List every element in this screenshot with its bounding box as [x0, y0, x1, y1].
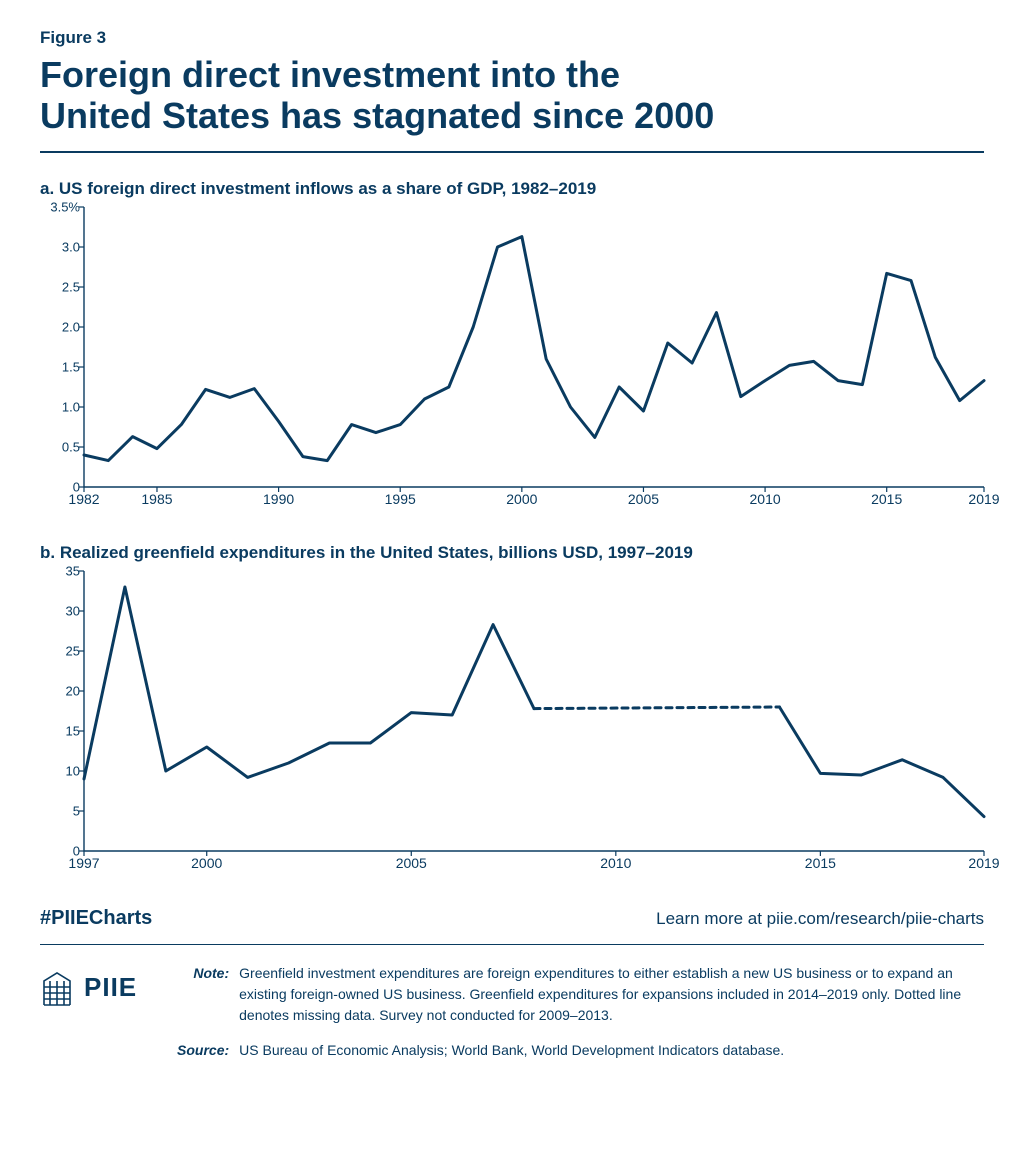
- chart-b-y-labels: 05101520253035: [44, 571, 80, 851]
- source-label: Source:: [169, 1040, 239, 1061]
- x-tick-label: 1990: [263, 491, 294, 507]
- x-tick-label: 1985: [141, 491, 172, 507]
- hashtag: #PIIECharts: [40, 907, 152, 930]
- title-divider: [40, 151, 984, 153]
- logo-text: PIIE: [84, 972, 137, 1003]
- x-tick-label: 2019: [968, 491, 999, 507]
- chart-b-block: b. Realized greenfield expenditures in t…: [40, 543, 984, 877]
- y-tick-label: 1.0: [62, 399, 80, 414]
- chart-a-svg: [84, 207, 984, 487]
- x-tick-label: 1982: [68, 491, 99, 507]
- y-tick-label: 25: [66, 643, 80, 658]
- y-tick-label: 2.5: [62, 279, 80, 294]
- title-line-1: Foreign direct investment into the: [40, 54, 620, 95]
- x-tick-label: 2000: [506, 491, 537, 507]
- chart-a-y-labels: 00.51.01.52.02.53.03.5%: [44, 207, 80, 487]
- learn-more-text: Learn more at piie.com/research/piie-cha…: [656, 909, 984, 929]
- footer: PIIE Note: Greenfield investment expendi…: [40, 963, 984, 1075]
- y-tick-label: 5: [73, 803, 80, 818]
- piie-logo: PIIE: [40, 963, 137, 1007]
- x-tick-label: 2005: [628, 491, 659, 507]
- x-tick-label: 2005: [396, 855, 427, 871]
- note-text: Greenfield investment expenditures are f…: [239, 963, 984, 1026]
- footer-notes: Note: Greenfield investment expenditures…: [169, 963, 984, 1075]
- x-tick-label: 1995: [385, 491, 416, 507]
- y-tick-label: 1.5: [62, 359, 80, 374]
- y-tick-label: 2.0: [62, 319, 80, 334]
- y-tick-label: 10: [66, 763, 80, 778]
- chart-a-x-labels: 198219851990199520002005201020152019: [84, 491, 984, 513]
- y-tick-label: 15: [66, 723, 80, 738]
- x-tick-label: 2000: [191, 855, 222, 871]
- chart-a-block: a. US foreign direct investment inflows …: [40, 179, 984, 513]
- chart-a-wrap: 00.51.01.52.02.53.03.5% 1982198519901995…: [84, 207, 984, 513]
- x-tick-label: 2010: [600, 855, 631, 871]
- y-tick-label: 3.0: [62, 239, 80, 254]
- y-tick-label: 0.5: [62, 439, 80, 454]
- x-tick-label: 2015: [805, 855, 836, 871]
- note-label: Note:: [169, 963, 239, 1026]
- y-tick-label: 20: [66, 683, 80, 698]
- figure-label: Figure 3: [40, 28, 984, 48]
- y-tick-label: 35: [66, 563, 80, 578]
- building-icon: [40, 969, 74, 1007]
- x-tick-label: 2010: [750, 491, 781, 507]
- chart-b-x-labels: 199720002005201020152019: [84, 855, 984, 877]
- x-tick-label: 1997: [68, 855, 99, 871]
- title-line-2: United States has stagnated since 2000: [40, 95, 714, 136]
- y-tick-label: 30: [66, 603, 80, 618]
- chart-title: Foreign direct investment into the Unite…: [40, 54, 984, 137]
- source-text: US Bureau of Economic Analysis; World Ba…: [239, 1040, 784, 1061]
- x-tick-label: 2015: [871, 491, 902, 507]
- hashtag-row: #PIIECharts Learn more at piie.com/resea…: [40, 907, 984, 930]
- chart-b-svg: [84, 571, 984, 851]
- y-tick-label: 3.5%: [50, 199, 80, 214]
- footer-divider: [40, 944, 984, 945]
- x-tick-label: 2019: [968, 855, 999, 871]
- chart-a-subtitle: a. US foreign direct investment inflows …: [40, 179, 984, 199]
- chart-b-wrap: 05101520253035 199720002005201020152019: [84, 571, 984, 877]
- chart-b-subtitle: b. Realized greenfield expenditures in t…: [40, 543, 984, 563]
